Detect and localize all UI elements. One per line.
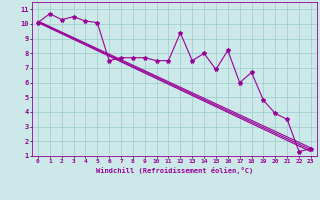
X-axis label: Windchill (Refroidissement éolien,°C): Windchill (Refroidissement éolien,°C) — [96, 167, 253, 174]
